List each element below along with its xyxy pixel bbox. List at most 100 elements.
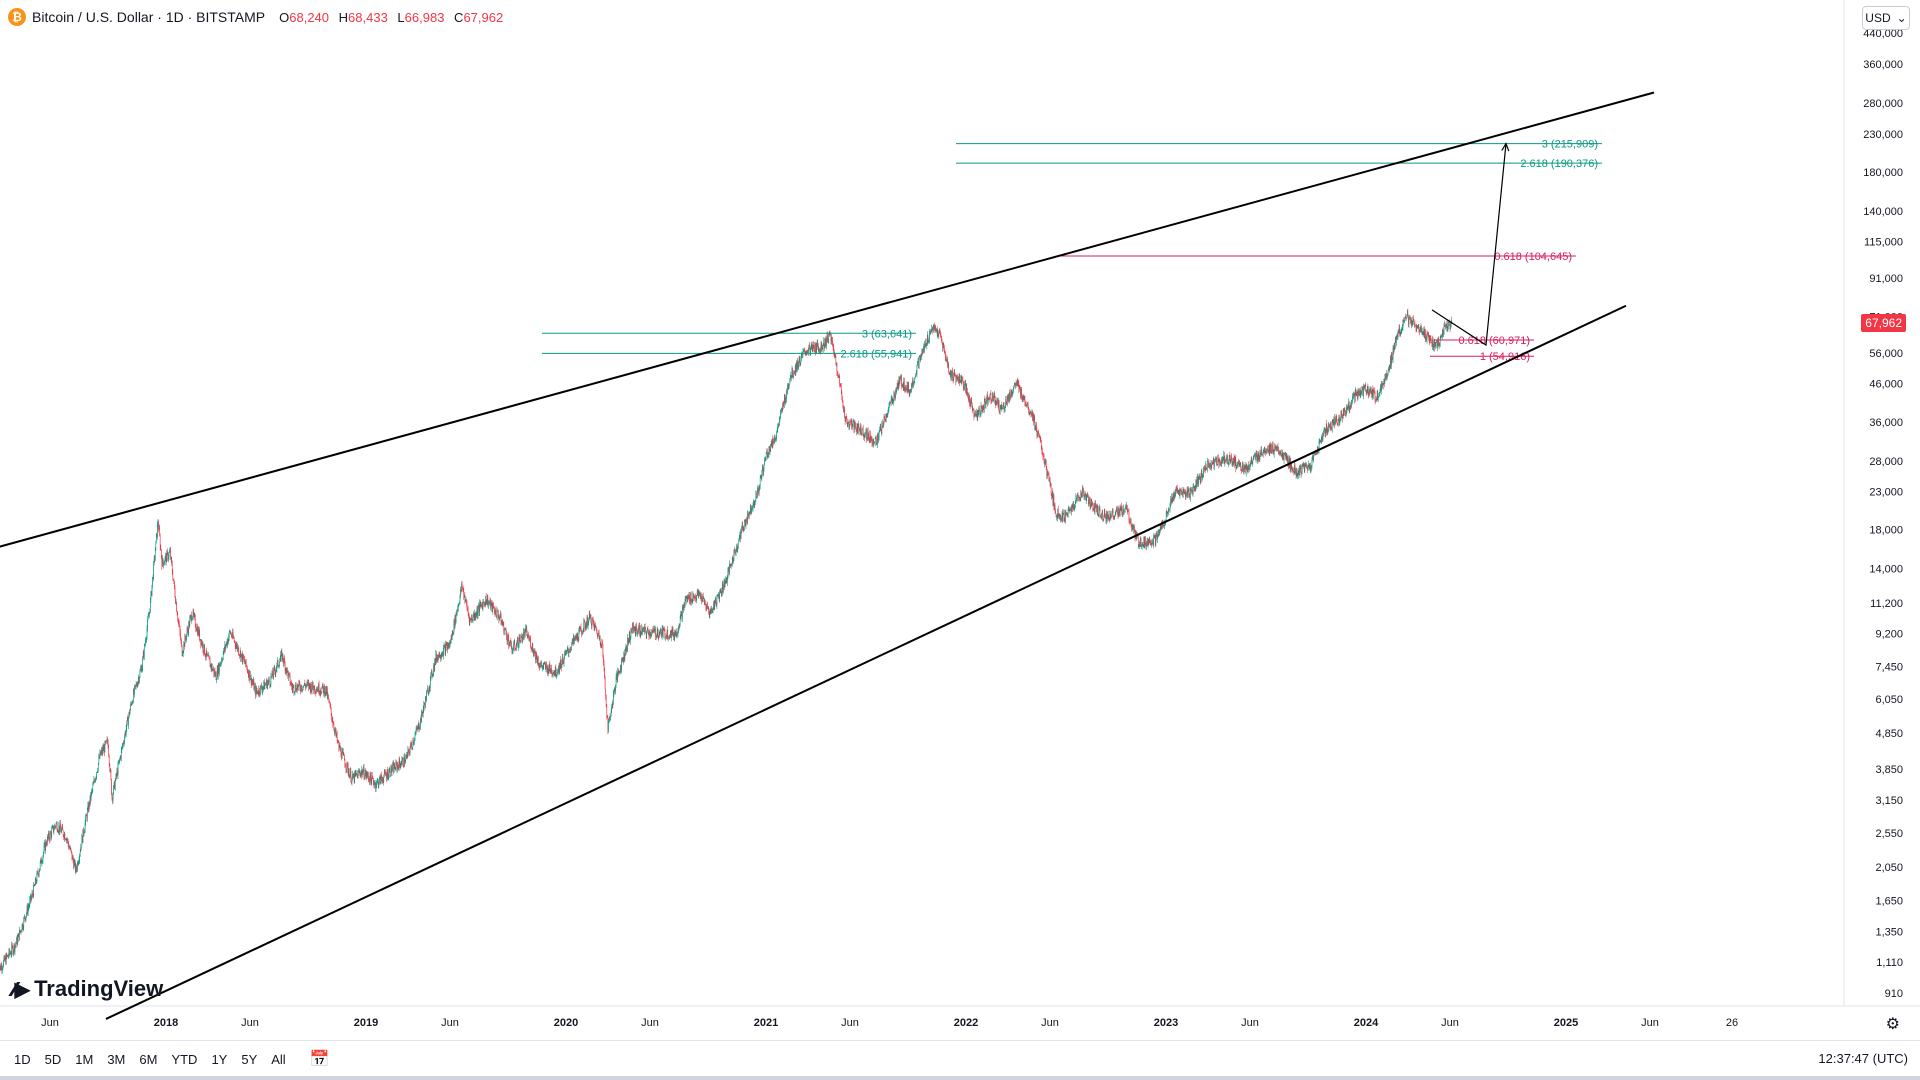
candle-body <box>480 603 482 606</box>
candle-body <box>57 831 59 832</box>
candle-body <box>907 384 909 393</box>
candle-body <box>1014 383 1015 387</box>
candle-body <box>119 759 120 760</box>
candle-body <box>946 359 947 361</box>
candle-body <box>1322 436 1323 441</box>
candle-body <box>780 410 782 413</box>
candle-body <box>906 389 907 391</box>
candle-body <box>1230 455 1232 463</box>
candle-body <box>1320 441 1322 444</box>
candle-body <box>1223 454 1225 459</box>
candle-body <box>342 751 344 754</box>
candle-body <box>666 629 668 638</box>
candle-body <box>952 378 954 381</box>
y-tick-label: 2,550 <box>1875 828 1903 840</box>
candle-body <box>48 833 50 839</box>
candle-body <box>501 620 503 623</box>
candle-body <box>529 638 530 641</box>
x-tick-label: Jun <box>641 1017 659 1029</box>
candle-body <box>151 591 152 596</box>
candle-body <box>176 602 177 612</box>
candle-body <box>817 346 819 351</box>
candle-body <box>845 416 846 422</box>
candle-body <box>103 746 105 751</box>
candle-body <box>822 344 824 350</box>
candle-body <box>891 397 892 400</box>
candle-body <box>597 633 598 637</box>
candle-body <box>1187 490 1188 498</box>
candle-body <box>1014 383 1016 385</box>
candle-body <box>1331 428 1332 430</box>
candle-body <box>401 759 403 765</box>
candle-body <box>1005 399 1007 404</box>
candle-body <box>699 592 701 595</box>
candle-body <box>815 343 816 353</box>
y-tick-label: 36,000 <box>1869 417 1903 429</box>
candle-body <box>402 758 404 766</box>
candle-body <box>1184 489 1185 495</box>
candle-body <box>937 331 939 335</box>
candle-body <box>206 650 208 655</box>
candle-body <box>1253 455 1255 460</box>
candle-body <box>100 751 101 755</box>
candle-body <box>1279 452 1281 455</box>
candle-body <box>936 329 938 335</box>
candle-body <box>719 591 721 593</box>
x-axis-ticks[interactable]: Jun 2018 Jun 2019 Jun 2020 Jun 2021 Jun 2022 Jun 20… <box>41 1017 1738 1029</box>
candle-body <box>39 861 41 869</box>
candle-body <box>313 687 314 691</box>
candle-body <box>741 528 742 532</box>
candle-body <box>49 838 50 841</box>
candle-body <box>455 612 457 623</box>
candle-body <box>540 663 542 666</box>
candle-body <box>128 711 130 718</box>
candle-body <box>1318 440 1320 451</box>
candle-body <box>397 764 399 767</box>
candle-body <box>460 589 462 592</box>
price-chart[interactable]: 9101,1101,3501,6502,0502,5503,1503,8504,… <box>0 0 1920 1040</box>
candle-body <box>918 361 919 368</box>
candle-body <box>914 377 916 382</box>
candle-body <box>640 626 642 636</box>
candle-body <box>664 629 666 638</box>
candle-body <box>312 682 314 688</box>
candle-body <box>819 349 820 352</box>
candle-body <box>510 640 511 646</box>
candle-body <box>759 477 761 487</box>
candle-body <box>1224 459 1226 464</box>
candle-body <box>883 416 885 422</box>
y-axis-ticks[interactable]: 9101,1101,3501,6502,0502,5503,1503,8504,… <box>1863 28 1903 1000</box>
candle-body <box>233 638 235 642</box>
candle-body <box>372 778 374 779</box>
candle-body <box>299 684 301 689</box>
candle-body <box>1058 513 1060 517</box>
candle-body <box>793 372 795 374</box>
candle-body <box>1053 496 1054 504</box>
candle-body <box>487 597 489 607</box>
candle-body <box>3 960 4 967</box>
candle-body <box>578 630 580 640</box>
candle-body <box>703 598 705 602</box>
candle-body <box>1142 544 1144 546</box>
candle-body <box>544 663 546 665</box>
candle-body <box>411 747 413 749</box>
candle-body <box>657 630 659 636</box>
candle-body <box>1172 497 1174 501</box>
candle-body <box>581 632 583 634</box>
candle-body <box>1042 451 1043 453</box>
candle-body <box>145 640 146 645</box>
candle-body <box>170 550 171 559</box>
candle-body <box>1007 397 1008 405</box>
candle-body <box>118 759 120 764</box>
candle-body <box>93 779 95 784</box>
candle-body <box>535 653 537 660</box>
candle-body <box>713 602 714 609</box>
candle-body <box>990 393 992 401</box>
candle-body <box>950 370 951 375</box>
candle-body <box>1208 464 1210 468</box>
candle-body <box>624 651 625 659</box>
candle-body <box>763 468 764 475</box>
candle-body <box>1174 493 1176 497</box>
candle-body <box>1059 513 1060 519</box>
candle-body <box>388 771 389 778</box>
